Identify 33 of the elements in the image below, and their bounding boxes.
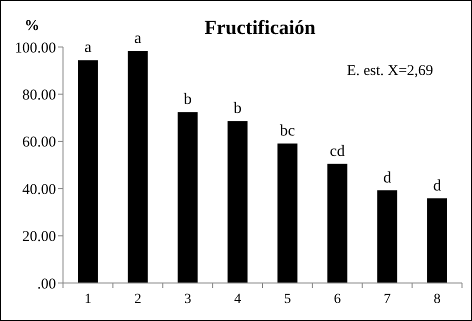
annotation: b: [234, 100, 242, 118]
annotation: b: [184, 91, 192, 108]
annotation: a: [84, 39, 92, 56]
bar: [78, 60, 98, 283]
y-tick-label: 20.00: [22, 229, 56, 246]
y-tick-label: 60.00: [22, 134, 56, 151]
y-tick-label: 40.00: [22, 182, 56, 198]
x-tick-label: 4: [234, 292, 242, 307]
y-tick-label: 80.00: [22, 87, 56, 104]
x-tick-label: 5: [284, 292, 291, 307]
x-tick-label: 1: [84, 292, 92, 307]
annotation: d: [383, 169, 392, 186]
x-tick-label: 2: [134, 292, 142, 307]
bar: [228, 121, 248, 283]
x-tick-label: 8: [434, 292, 441, 307]
y-axis-title: %: [24, 18, 40, 34]
y-tick-label: 100.00: [14, 40, 56, 56]
bar: [128, 51, 148, 283]
bar: [377, 190, 398, 283]
x-tick-label: 3: [184, 292, 192, 307]
annotation: a: [134, 30, 142, 48]
annotation: d: [433, 177, 442, 194]
x-tick-label: 7: [384, 292, 391, 307]
y-tick-label: .00: [37, 276, 56, 292]
annotation: E. est. X=2,69: [346, 63, 434, 79]
annotation: cd: [330, 142, 345, 160]
chart-title: Fructificaión: [204, 17, 316, 39]
x-tick-label: 6: [334, 292, 341, 307]
annotation: bc: [280, 122, 295, 140]
bar: [427, 198, 448, 283]
bar: [327, 164, 348, 283]
bar: [277, 144, 298, 283]
bar: [178, 112, 198, 283]
